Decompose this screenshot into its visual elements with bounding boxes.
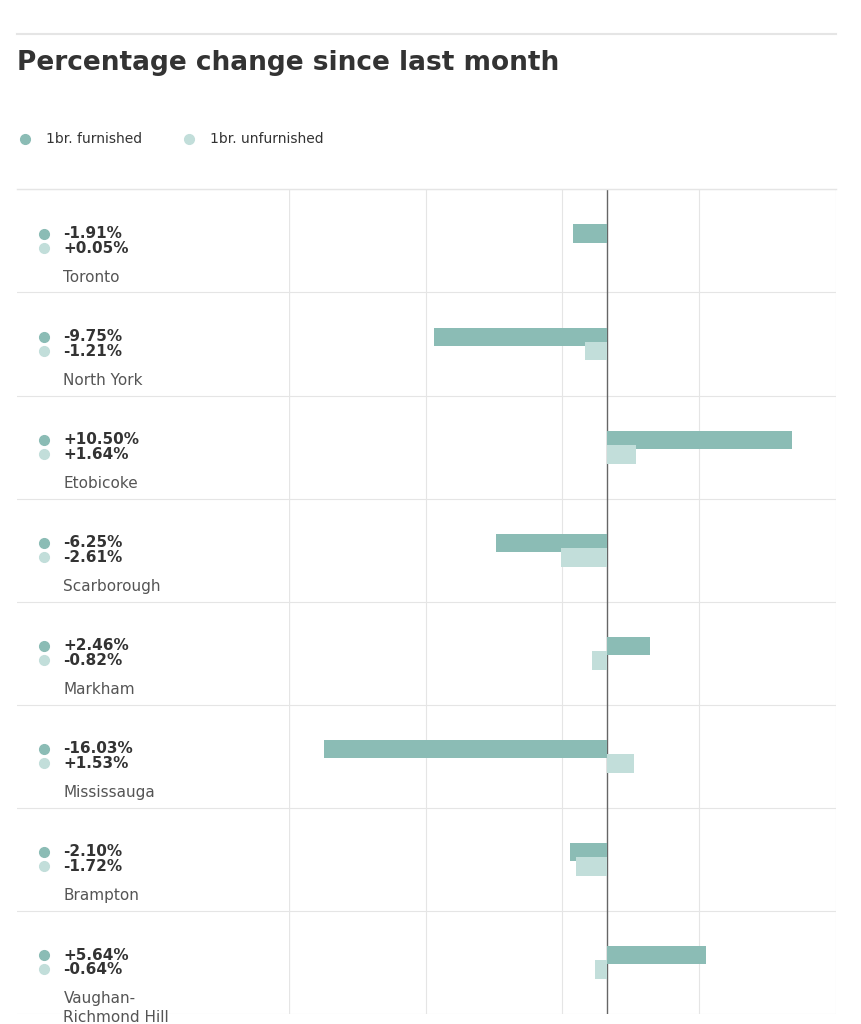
- Text: -1.91%: -1.91%: [64, 226, 122, 242]
- Text: +0.05%: +0.05%: [64, 241, 129, 256]
- Text: Scarborough: Scarborough: [64, 579, 161, 594]
- Bar: [569, 843, 606, 861]
- Text: -1.21%: -1.21%: [64, 344, 122, 358]
- Text: -0.82%: -0.82%: [64, 653, 122, 668]
- Text: +10.50%: +10.50%: [64, 432, 139, 447]
- Bar: [606, 754, 633, 773]
- Text: -2.10%: -2.10%: [64, 845, 122, 859]
- Text: +1.64%: +1.64%: [64, 446, 129, 462]
- Text: -1.72%: -1.72%: [64, 859, 122, 873]
- Bar: [606, 637, 649, 655]
- Text: Mississauga: Mississauga: [64, 785, 155, 800]
- Bar: [606, 445, 635, 464]
- Text: +2.46%: +2.46%: [64, 638, 129, 653]
- Text: Percentage change since last month: Percentage change since last month: [17, 50, 559, 76]
- Text: Brampton: Brampton: [64, 888, 139, 903]
- Bar: [434, 328, 606, 346]
- Text: -16.03%: -16.03%: [64, 741, 133, 757]
- Bar: [606, 239, 607, 257]
- Bar: [496, 534, 606, 552]
- Bar: [606, 946, 705, 965]
- Bar: [560, 548, 606, 566]
- Text: 1br. furnished: 1br. furnished: [46, 132, 142, 145]
- Text: 1br. unfurnished: 1br. unfurnished: [209, 132, 323, 145]
- Text: Markham: Markham: [64, 682, 135, 697]
- Bar: [575, 857, 606, 876]
- Text: -6.25%: -6.25%: [64, 536, 122, 550]
- Text: North York: North York: [64, 373, 143, 388]
- Bar: [606, 430, 791, 450]
- Bar: [592, 651, 606, 670]
- Bar: [585, 342, 606, 360]
- Bar: [595, 961, 606, 979]
- Text: Vaughan-
Richmond Hill: Vaughan- Richmond Hill: [64, 991, 169, 1024]
- Bar: [573, 224, 606, 243]
- Text: +1.53%: +1.53%: [64, 756, 128, 771]
- Bar: [323, 739, 606, 758]
- Text: -9.75%: -9.75%: [64, 330, 122, 344]
- Text: -2.61%: -2.61%: [64, 550, 122, 565]
- Text: +5.64%: +5.64%: [64, 947, 129, 963]
- Text: -0.64%: -0.64%: [64, 962, 122, 977]
- Text: Toronto: Toronto: [64, 269, 120, 285]
- Text: Etobicoke: Etobicoke: [64, 476, 138, 490]
